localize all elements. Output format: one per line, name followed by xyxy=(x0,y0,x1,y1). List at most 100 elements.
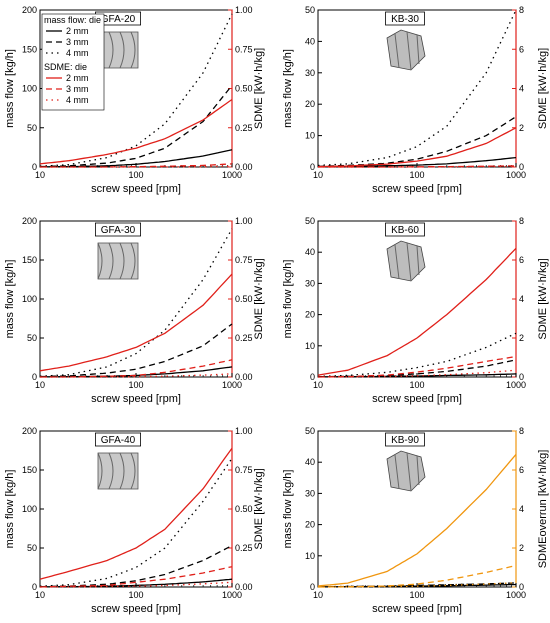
y2-axis-label: SDME [kW·h/kg] xyxy=(253,258,265,339)
plot-frame xyxy=(317,430,517,588)
panel-title-box xyxy=(95,432,142,447)
chart-panel: 0 50 100 150 200 0.00 0.25 0.50 0.75 1.00 10 100 100… xyxy=(4,426,265,615)
y-tick-label: 30 xyxy=(305,488,315,498)
y-tick-label: 20 xyxy=(305,99,315,109)
panel-title: KB-30 xyxy=(391,14,419,25)
x-axis-label: screw speed [rpm] xyxy=(91,603,181,615)
y2-tick-label: 0.50 xyxy=(235,294,253,304)
y-tick-label: 50 xyxy=(305,216,315,226)
panel-title: GFA-30 xyxy=(101,225,136,236)
x-tick-label: 1000 xyxy=(506,170,526,180)
sdme-series-line xyxy=(318,369,517,378)
y2-tick-label: 2 xyxy=(519,123,524,133)
gfa-screw-element-icon xyxy=(97,31,139,69)
x-tick-label: 10 xyxy=(35,590,45,600)
y-tick-label: 10 xyxy=(305,551,315,561)
sdme-series-line xyxy=(317,127,517,168)
y2-tick-label: 0.25 xyxy=(235,543,253,553)
y-tick-label: 0 xyxy=(310,162,315,172)
y2-tick-label: 1.00 xyxy=(235,5,253,15)
x-tick-label: 100 xyxy=(128,380,143,390)
x-tick-label: 10 xyxy=(313,170,323,180)
y-tick-label: 100 xyxy=(22,84,37,94)
y2-axis-label: SDME [kW·h/kg] xyxy=(253,468,265,549)
legend-sdme-header: SDME: die xyxy=(44,62,87,72)
x-tick-label: 1000 xyxy=(222,170,242,180)
sdme-series-line xyxy=(40,359,233,378)
sdme-series-line xyxy=(317,247,517,376)
y2-tick-label: 1.00 xyxy=(235,216,253,226)
y-tick-label: 40 xyxy=(305,247,315,257)
y2-tick-label: 6 xyxy=(519,44,524,54)
y2-tick-label: 8 xyxy=(519,5,524,15)
y-axis-label: mass flow [kg/h] xyxy=(4,470,16,549)
y-tick-label: 0 xyxy=(32,372,37,382)
y2-tick-label: 0.00 xyxy=(235,582,253,592)
x-tick-label: 100 xyxy=(409,590,424,600)
y2-tick-label: 0.50 xyxy=(235,84,253,94)
y-tick-label: 10 xyxy=(305,341,315,351)
x-tick-label: 1000 xyxy=(222,380,242,390)
mass-flow-series-line xyxy=(39,84,233,168)
y-tick-label: 0 xyxy=(32,582,37,592)
chart-panel: 0 50 100 150 200 0.00 0.25 0.50 0.75 1.00 10 100 100… xyxy=(4,5,265,195)
y2-tick-label: 1.00 xyxy=(235,426,253,436)
y-axis-label: mass flow [kg/h] xyxy=(282,49,294,128)
y2-tick-label: 0.25 xyxy=(235,123,253,133)
legend-mass-entry: 3 mm xyxy=(66,37,89,47)
y2-tick-label: 2 xyxy=(519,333,524,343)
y2-tick-label: 4 xyxy=(519,84,524,94)
sdme-series-line xyxy=(317,453,517,587)
panel-title-box xyxy=(385,432,425,447)
x-axis-label: screw speed [rpm] xyxy=(91,183,181,195)
y-tick-label: 150 xyxy=(22,255,37,265)
y-tick-label: 100 xyxy=(22,504,37,514)
y-tick-label: 50 xyxy=(305,426,315,436)
y-tick-label: 30 xyxy=(305,68,315,78)
y-tick-label: 50 xyxy=(27,543,37,553)
y-tick-label: 20 xyxy=(305,310,315,320)
kb-kneading-block-icon xyxy=(386,29,426,71)
y-axis-label: mass flow [kg/h] xyxy=(282,470,294,549)
x-tick-label: 100 xyxy=(409,170,424,180)
y-tick-label: 150 xyxy=(22,465,37,475)
y-tick-label: 200 xyxy=(22,5,37,15)
y2-tick-label: 0.00 xyxy=(235,162,253,172)
y2-tick-label: 8 xyxy=(519,426,524,436)
y-tick-label: 50 xyxy=(305,5,315,15)
y-axis-label: mass flow [kg/h] xyxy=(282,260,294,339)
x-tick-label: 10 xyxy=(313,380,323,390)
legend-sdme-entry: 4 mm xyxy=(66,95,89,105)
mass-flow-series-line xyxy=(39,228,233,377)
y2-tick-label: 0.75 xyxy=(235,255,253,265)
sdme-series-line xyxy=(39,98,233,165)
legend-mass-entry: 4 mm xyxy=(66,48,89,58)
y-tick-label: 200 xyxy=(22,426,37,436)
y-tick-label: 200 xyxy=(22,216,37,226)
mass-flow-series-line xyxy=(39,13,233,167)
mass-flow-series-line xyxy=(317,332,517,378)
sdme-series-line xyxy=(40,163,233,168)
plot-frame xyxy=(317,220,517,378)
panel-title-box xyxy=(385,11,425,26)
y2-tick-label: 0.50 xyxy=(235,504,253,514)
y-tick-label: 10 xyxy=(305,131,315,141)
y-tick-label: 0 xyxy=(32,162,37,172)
mass-flow-series-line xyxy=(318,582,516,588)
y-tick-label: 0 xyxy=(310,582,315,592)
y2-tick-label: 6 xyxy=(519,255,524,265)
x-tick-label: 100 xyxy=(128,170,143,180)
sdme-series-line xyxy=(40,581,233,588)
sdme-series-line xyxy=(318,582,517,588)
legend-mass-entry: 2 mm xyxy=(66,26,89,36)
y-tick-label: 40 xyxy=(305,36,315,46)
sdme-series-line xyxy=(39,566,233,588)
y-tick-label: 100 xyxy=(22,294,37,304)
sdme-series-line xyxy=(40,373,233,378)
y2-tick-label: 2 xyxy=(519,543,524,553)
panel-title-box xyxy=(95,222,142,237)
x-tick-label: 1000 xyxy=(506,590,526,600)
